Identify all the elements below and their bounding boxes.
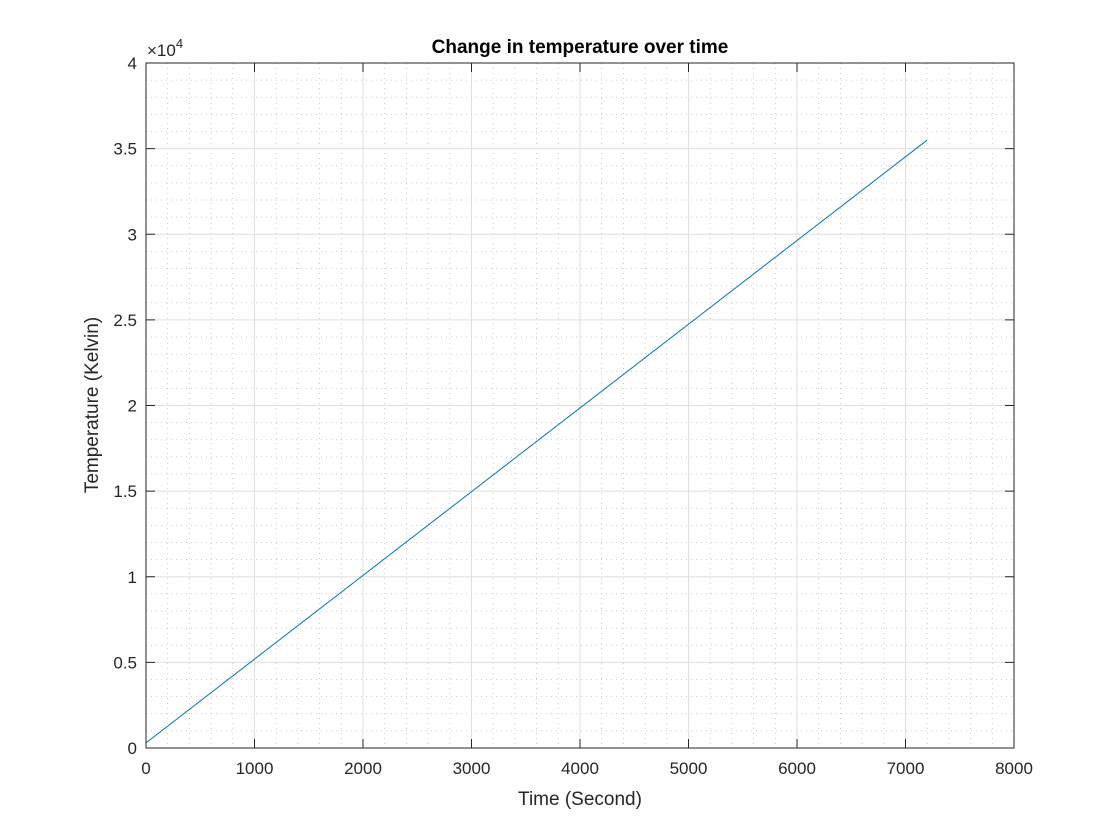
x-tick-labels: 0 1000 2000 3000 4000 5000 6000 7000 8000 — [141, 759, 1033, 778]
y-tick-label: 2.5 — [113, 311, 137, 330]
y-tick-label: 0.5 — [113, 653, 137, 672]
y-tick-label: 1 — [128, 568, 137, 587]
series-layer — [145, 139, 928, 744]
y-tick-label: 0 — [128, 739, 137, 758]
x-tick-label: 6000 — [778, 759, 816, 778]
y-tick-label: 3.5 — [113, 140, 137, 159]
x-tick-label: 3000 — [453, 759, 491, 778]
y-tick-label: 1.5 — [113, 482, 137, 501]
x-tick-label: 8000 — [995, 759, 1033, 778]
y-exponent-base: ×10 — [147, 41, 176, 60]
x-tick-label: 0 — [141, 759, 150, 778]
x-tick-label: 1000 — [236, 759, 274, 778]
y-tick-label: 4 — [128, 54, 137, 73]
y-tick-label: 3 — [128, 225, 137, 244]
y-tick-label: 2 — [128, 397, 137, 416]
series-line — [145, 139, 928, 744]
y-tick-labels: 0 0.5 1 1.5 2 2.5 3 3.5 4 — [113, 54, 137, 758]
y-axis-label: Temperature (Kelvin) — [82, 317, 103, 493]
x-tick-label: 5000 — [670, 759, 708, 778]
y-exponent-power: 4 — [176, 36, 183, 51]
chart-title: Change in temperature over time — [432, 37, 729, 58]
x-axis-label: Time (Second) — [518, 789, 642, 810]
minor-grid — [146, 63, 1014, 748]
x-tick-label: 4000 — [561, 759, 599, 778]
x-tick-label: 2000 — [344, 759, 382, 778]
tick-marks — [145, 62, 1015, 749]
y-exponent-label: ×104 — [147, 36, 183, 60]
x-tick-label: 7000 — [887, 759, 925, 778]
